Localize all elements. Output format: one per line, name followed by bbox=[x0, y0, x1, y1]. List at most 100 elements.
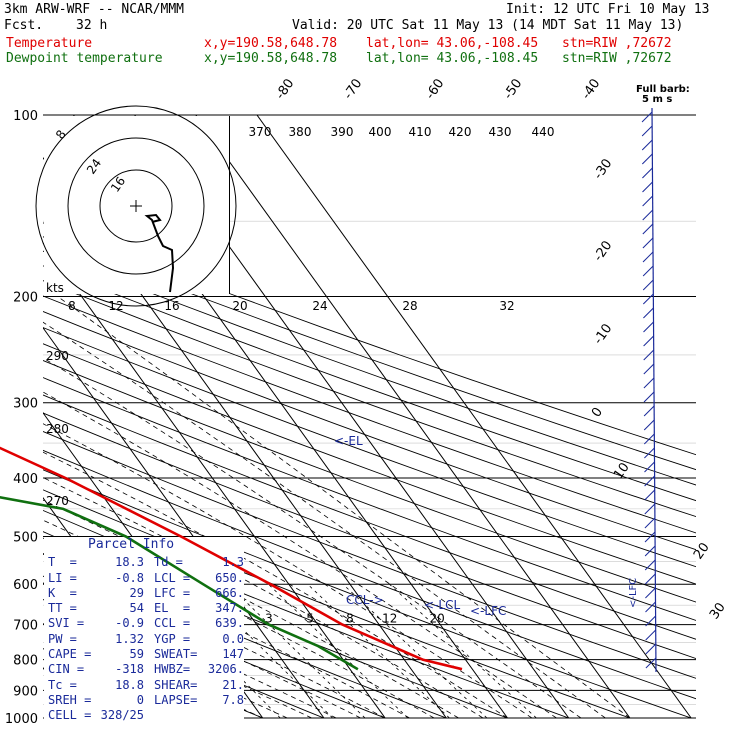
dry-adiabat-line bbox=[43, 575, 386, 718]
forecast-hour: 32 h bbox=[76, 18, 108, 33]
parcel-cell: 7.8 bbox=[222, 692, 244, 707]
pressure-tick-label: 700 bbox=[13, 619, 38, 634]
wind-barb bbox=[641, 125, 653, 137]
parcel-cell: 54 bbox=[129, 601, 144, 616]
dry-adiabat-line bbox=[43, 250, 696, 486]
parcel-cell: 347. bbox=[215, 601, 244, 616]
theta-label: 400 bbox=[369, 125, 392, 139]
temperature-latlon: lat,lon= 43.06,-108.45 bbox=[366, 36, 539, 51]
parcel-cell: CELL = bbox=[48, 708, 92, 723]
mixing-ratio-label: 8 bbox=[346, 612, 354, 626]
wind-barb bbox=[645, 601, 656, 613]
parcel-cell: SWEAT= bbox=[154, 647, 198, 662]
parcel-row: TT = 54 EL = 347. bbox=[44, 601, 244, 616]
theta-left-label: 280 bbox=[46, 422, 69, 436]
pressure-tick-label: 800 bbox=[13, 654, 38, 669]
hodograph-speed-label: 28 bbox=[402, 299, 417, 313]
parcel-cell: YGP = bbox=[154, 631, 191, 646]
hodograph-border bbox=[229, 116, 230, 294]
dry-adiabat-line bbox=[43, 222, 696, 456]
theta-left-label: 290 bbox=[46, 349, 69, 363]
wind-barb bbox=[643, 377, 655, 389]
init-time: Init: 12 UTC Fri 10 May 13 bbox=[506, 2, 710, 17]
wind-barb bbox=[645, 657, 657, 669]
pressure-tick-label: 900 bbox=[13, 684, 38, 699]
pressure-tick-label: 1000 bbox=[5, 712, 38, 727]
moist-adiabat-line bbox=[43, 321, 606, 718]
mixing-ratio-line bbox=[307, 583, 450, 718]
hodograph-ring bbox=[99, 169, 173, 243]
mixing-ratio-label: 12 bbox=[382, 612, 397, 626]
mixing-ratio-line bbox=[342, 583, 488, 718]
model-title: 3km ARW-WRF -- NCAR/MMM bbox=[4, 2, 185, 17]
temperature-station: stn=RIW ,72672 bbox=[562, 36, 672, 51]
hodograph-speed-label: 20 bbox=[232, 299, 247, 313]
hodograph-speed-label: 12 bbox=[108, 299, 123, 313]
wind-barb bbox=[642, 209, 654, 221]
hodograph-ring bbox=[67, 137, 205, 275]
theta-label: 370 bbox=[249, 125, 272, 139]
wind-barb bbox=[645, 643, 657, 655]
parcel-row: CELL = 328/25 bbox=[44, 708, 244, 723]
hodograph-speed-label: 32 bbox=[499, 299, 514, 313]
hodograph-speed-label: 24 bbox=[312, 299, 327, 313]
lfc-side-annotation: <-LFC bbox=[628, 578, 639, 608]
wind-barb bbox=[644, 573, 656, 585]
dewpoint-line bbox=[0, 496, 359, 671]
wind-barb bbox=[644, 503, 656, 515]
pressure-tick-label: 200 bbox=[13, 291, 38, 306]
dry-adiabat-line bbox=[43, 295, 696, 534]
wind-barb bbox=[643, 391, 655, 403]
dry-adiabat-line bbox=[43, 360, 696, 603]
wind-barb bbox=[642, 167, 653, 179]
theta-label: 430 bbox=[489, 125, 512, 139]
parcel-cell: SREH = bbox=[48, 692, 92, 707]
wind-barb bbox=[642, 279, 654, 291]
parcel-row: Tc = 18.8 SHEAR= 21. bbox=[44, 678, 244, 693]
parcel-row: CAPE = 59 SWEAT= 147 bbox=[44, 647, 244, 662]
dewpoint-xy: x,y=190.58,648.78 bbox=[204, 51, 338, 66]
wind-barb bbox=[642, 237, 654, 249]
theta-label: 440 bbox=[532, 125, 555, 139]
dry-adiabat-line bbox=[43, 377, 696, 621]
parcel-cell: -0.8 bbox=[115, 570, 144, 585]
wind-barb bbox=[645, 629, 657, 641]
el-annotation: <-EL bbox=[334, 434, 363, 448]
parcel-cell: 650. bbox=[215, 570, 244, 585]
wind-barb bbox=[643, 307, 654, 319]
moist-adiabat-line bbox=[43, 357, 582, 718]
sounding-series bbox=[0, 446, 463, 671]
wind-barb bbox=[641, 139, 653, 151]
hodograph-ring bbox=[35, 105, 237, 307]
wind-barb bbox=[644, 489, 656, 501]
wind-barbs bbox=[641, 107, 657, 673]
dewpoint-legend: Dewpoint temperature bbox=[6, 51, 163, 66]
theta-label: 420 bbox=[449, 125, 472, 139]
parcel-cell: -318 bbox=[115, 662, 144, 677]
parcel-cell: SHEAR= bbox=[154, 677, 198, 692]
hodograph-speed-label: 8 bbox=[68, 299, 76, 313]
lcl-annotation: <-LCL bbox=[424, 598, 460, 612]
wind-barb bbox=[644, 475, 655, 487]
parcel-cell: 1.32 bbox=[115, 631, 144, 646]
wind-barb bbox=[645, 587, 656, 599]
theta-label: 410 bbox=[409, 125, 432, 139]
dry-adiabat-line bbox=[43, 449, 696, 700]
theta-left-label: 270 bbox=[46, 494, 69, 508]
parcel-cell: 1.3 bbox=[222, 555, 244, 570]
isotherm-label: 30 bbox=[707, 600, 729, 622]
wind-barb bbox=[641, 153, 653, 165]
isotherm-line bbox=[43, 241, 386, 718]
isotherm-line bbox=[195, 115, 631, 718]
isotherm-label: -80 bbox=[273, 76, 297, 102]
dry-adiabat-line bbox=[43, 327, 696, 568]
pressure-tick-label: 500 bbox=[13, 530, 38, 545]
parcel-cell: SVI = bbox=[48, 616, 85, 631]
parcel-cell: -0.9 bbox=[115, 616, 144, 631]
moist-adiabat-line bbox=[43, 477, 484, 718]
parcel-row: PW = 1.32 YGP = 0.0 bbox=[44, 632, 244, 647]
dry-adiabat-line bbox=[43, 265, 696, 502]
parcel-row: CIN = -318 HWBZ= 3206. bbox=[44, 662, 244, 677]
